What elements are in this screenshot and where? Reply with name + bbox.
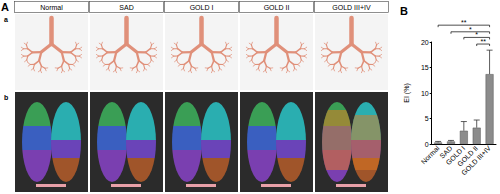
svg-text:**: **: [480, 38, 486, 45]
svg-text:Normal: Normal: [419, 144, 441, 166]
svg-text:GOLD II: GOLD II: [264, 4, 290, 11]
svg-text:*: *: [475, 31, 478, 38]
svg-text:5: 5: [425, 115, 429, 122]
svg-text:0: 0: [425, 141, 429, 148]
svg-text:EI (%): EI (%): [403, 83, 411, 102]
svg-text:SAD: SAD: [438, 144, 454, 160]
svg-text:*: *: [469, 26, 472, 33]
svg-text:a: a: [4, 16, 8, 23]
svg-text:15: 15: [421, 64, 429, 71]
svg-text:GOLD I: GOLD I: [190, 4, 214, 11]
svg-text:b: b: [4, 94, 8, 101]
svg-text:GOLD I: GOLD I: [444, 144, 467, 167]
svg-text:A: A: [1, 1, 9, 13]
svg-text:B: B: [400, 5, 408, 17]
svg-text:10: 10: [421, 90, 429, 97]
svg-text:GOLD III+IV: GOLD III+IV: [460, 144, 492, 176]
svg-text:SAD: SAD: [119, 4, 133, 11]
svg-text:**: **: [461, 19, 467, 26]
svg-text:Normal: Normal: [40, 4, 63, 11]
svg-text:GOLD III+IV: GOLD III+IV: [332, 4, 371, 11]
svg-text:20: 20: [421, 39, 429, 46]
